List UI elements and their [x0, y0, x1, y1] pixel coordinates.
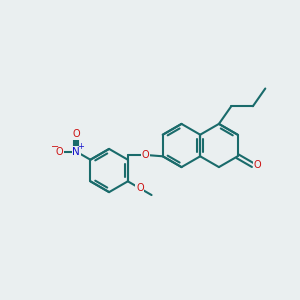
Text: N: N [73, 147, 80, 157]
Text: O: O [141, 150, 149, 160]
Text: −: − [51, 142, 59, 152]
Text: O: O [136, 183, 144, 193]
Text: O: O [73, 129, 80, 139]
Text: +: + [77, 142, 84, 151]
Text: O: O [56, 147, 63, 157]
Text: O: O [253, 160, 261, 170]
